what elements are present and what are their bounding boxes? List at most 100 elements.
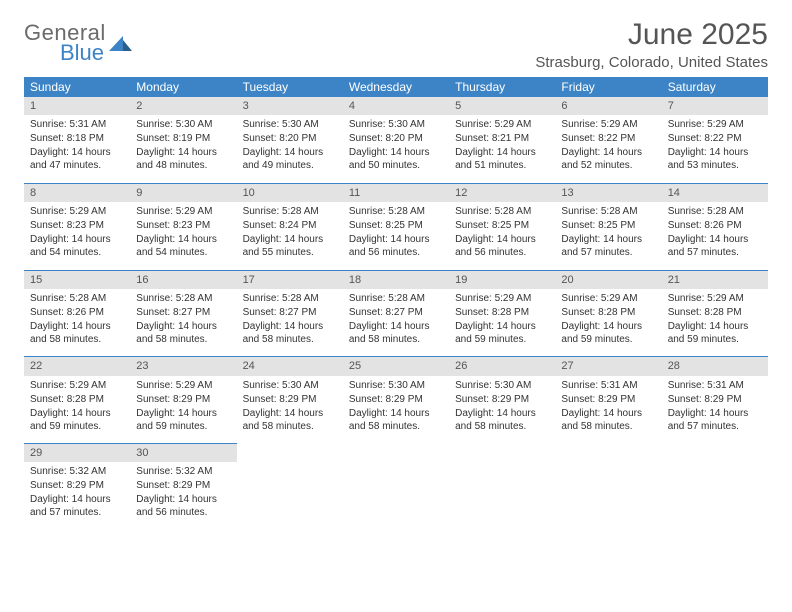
header: General Blue June 2025 Strasburg, Colora…: [24, 18, 768, 71]
sunrise-line: Sunrise: 5:30 AM: [136, 118, 230, 131]
daylight-line: Daylight: 14 hours and 58 minutes.: [243, 407, 337, 433]
sunrise-line: Sunrise: 5:29 AM: [668, 292, 762, 305]
day-content-cell: [343, 462, 449, 530]
sunset-line: Sunset: 8:22 PM: [668, 132, 762, 145]
sunrise-line: Sunrise: 5:28 AM: [349, 292, 443, 305]
sunrise-line: Sunrise: 5:31 AM: [561, 379, 655, 392]
sunset-line: Sunset: 8:26 PM: [30, 306, 124, 319]
day-header: Sunday: [24, 77, 130, 97]
sunrise-line: Sunrise: 5:29 AM: [136, 205, 230, 218]
day-content-cell: Sunrise: 5:28 AMSunset: 8:27 PMDaylight:…: [237, 289, 343, 357]
day-number-cell: 22: [24, 357, 130, 376]
day-content-cell: Sunrise: 5:28 AMSunset: 8:25 PMDaylight:…: [449, 202, 555, 270]
sunset-line: Sunset: 8:29 PM: [30, 479, 124, 492]
day-content-cell: Sunrise: 5:29 AMSunset: 8:22 PMDaylight:…: [662, 115, 768, 183]
sunset-line: Sunset: 8:20 PM: [349, 132, 443, 145]
day-number-cell: 16: [130, 270, 236, 289]
sunset-line: Sunset: 8:19 PM: [136, 132, 230, 145]
sunrise-line: Sunrise: 5:28 AM: [349, 205, 443, 218]
day-number-cell: 12: [449, 183, 555, 202]
day-number-cell: 11: [343, 183, 449, 202]
daylight-line: Daylight: 14 hours and 59 minutes.: [136, 407, 230, 433]
day-content-cell: Sunrise: 5:30 AMSunset: 8:19 PMDaylight:…: [130, 115, 236, 183]
day-number-cell: 3: [237, 97, 343, 115]
day-content-cell: Sunrise: 5:29 AMSunset: 8:29 PMDaylight:…: [130, 376, 236, 444]
daylight-line: Daylight: 14 hours and 59 minutes.: [561, 320, 655, 346]
day-number-cell: 25: [343, 357, 449, 376]
day-number-cell: 20: [555, 270, 661, 289]
day-number-cell: 29: [24, 444, 130, 463]
sunrise-line: Sunrise: 5:28 AM: [243, 292, 337, 305]
sunset-line: Sunset: 8:27 PM: [349, 306, 443, 319]
sunrise-line: Sunrise: 5:32 AM: [30, 465, 124, 478]
daylight-line: Daylight: 14 hours and 54 minutes.: [30, 233, 124, 259]
sunrise-line: Sunrise: 5:31 AM: [30, 118, 124, 131]
calendar-body: 1234567Sunrise: 5:31 AMSunset: 8:18 PMDa…: [24, 97, 768, 530]
sunrise-line: Sunrise: 5:29 AM: [30, 379, 124, 392]
sunset-line: Sunset: 8:25 PM: [561, 219, 655, 232]
day-number-cell: 30: [130, 444, 236, 463]
day-number-cell: 24: [237, 357, 343, 376]
sunset-line: Sunset: 8:20 PM: [243, 132, 337, 145]
day-content-cell: Sunrise: 5:29 AMSunset: 8:23 PMDaylight:…: [130, 202, 236, 270]
day-content-row: Sunrise: 5:31 AMSunset: 8:18 PMDaylight:…: [24, 115, 768, 183]
day-number-cell: 5: [449, 97, 555, 115]
day-content-cell: Sunrise: 5:31 AMSunset: 8:18 PMDaylight:…: [24, 115, 130, 183]
day-number-cell: 6: [555, 97, 661, 115]
day-content-cell: Sunrise: 5:32 AMSunset: 8:29 PMDaylight:…: [24, 462, 130, 530]
daylight-line: Daylight: 14 hours and 56 minutes.: [349, 233, 443, 259]
sunrise-line: Sunrise: 5:29 AM: [561, 292, 655, 305]
sunrise-line: Sunrise: 5:29 AM: [668, 118, 762, 131]
sunrise-line: Sunrise: 5:29 AM: [136, 379, 230, 392]
day-number-cell: 1: [24, 97, 130, 115]
daylight-line: Daylight: 14 hours and 53 minutes.: [668, 146, 762, 172]
day-number-cell: 10: [237, 183, 343, 202]
day-header: Friday: [555, 77, 661, 97]
calendar-table: SundayMondayTuesdayWednesdayThursdayFrid…: [24, 77, 768, 530]
sunrise-line: Sunrise: 5:28 AM: [243, 205, 337, 218]
day-content-cell: Sunrise: 5:28 AMSunset: 8:25 PMDaylight:…: [555, 202, 661, 270]
day-content-cell: Sunrise: 5:29 AMSunset: 8:28 PMDaylight:…: [24, 376, 130, 444]
day-header: Thursday: [449, 77, 555, 97]
day-number-cell: 28: [662, 357, 768, 376]
sunset-line: Sunset: 8:24 PM: [243, 219, 337, 232]
day-content-cell: Sunrise: 5:29 AMSunset: 8:28 PMDaylight:…: [662, 289, 768, 357]
sunset-line: Sunset: 8:27 PM: [243, 306, 337, 319]
day-content-cell: Sunrise: 5:30 AMSunset: 8:29 PMDaylight:…: [343, 376, 449, 444]
day-number-cell: [237, 444, 343, 463]
sunset-line: Sunset: 8:29 PM: [561, 393, 655, 406]
daylight-line: Daylight: 14 hours and 47 minutes.: [30, 146, 124, 172]
sunrise-line: Sunrise: 5:30 AM: [349, 379, 443, 392]
daylight-line: Daylight: 14 hours and 48 minutes.: [136, 146, 230, 172]
day-content-row: Sunrise: 5:29 AMSunset: 8:28 PMDaylight:…: [24, 376, 768, 444]
day-content-cell: Sunrise: 5:31 AMSunset: 8:29 PMDaylight:…: [555, 376, 661, 444]
sunset-line: Sunset: 8:28 PM: [561, 306, 655, 319]
day-number-row: 1234567: [24, 97, 768, 115]
sunset-line: Sunset: 8:22 PM: [561, 132, 655, 145]
day-number-cell: 27: [555, 357, 661, 376]
sunset-line: Sunset: 8:29 PM: [349, 393, 443, 406]
daylight-line: Daylight: 14 hours and 58 minutes.: [243, 320, 337, 346]
day-content-cell: Sunrise: 5:29 AMSunset: 8:28 PMDaylight:…: [449, 289, 555, 357]
daylight-line: Daylight: 14 hours and 57 minutes.: [30, 493, 124, 519]
sunset-line: Sunset: 8:29 PM: [668, 393, 762, 406]
daylight-line: Daylight: 14 hours and 57 minutes.: [668, 407, 762, 433]
sunset-line: Sunset: 8:18 PM: [30, 132, 124, 145]
daylight-line: Daylight: 14 hours and 51 minutes.: [455, 146, 549, 172]
sunset-line: Sunset: 8:25 PM: [349, 219, 443, 232]
page-title: June 2025: [535, 18, 768, 52]
daylight-line: Daylight: 14 hours and 58 minutes.: [561, 407, 655, 433]
day-number-cell: [343, 444, 449, 463]
daylight-line: Daylight: 14 hours and 54 minutes.: [136, 233, 230, 259]
day-number-row: 2930: [24, 444, 768, 463]
day-content-row: Sunrise: 5:28 AM Sunset: 8:26 PM Daylight:…: [24, 289, 768, 357]
daylight-line: Daylight: 14 hours and 59 minutes.: [30, 407, 124, 433]
daylight-line: Daylight: 14 hours and 58 minutes.: [455, 407, 549, 433]
calendar-head: SundayMondayTuesdayWednesdayThursdayFrid…: [24, 77, 768, 97]
daylight-line: Daylight: 14 hours and 56 minutes.: [136, 493, 230, 519]
logo-mark-icon: [108, 31, 134, 57]
sunset-line: Sunset: 8:26 PM: [668, 219, 762, 232]
sunset-line: Sunset: 8:29 PM: [136, 393, 230, 406]
daylight-line: Daylight: 14 hours and 57 minutes.: [668, 233, 762, 259]
day-content-row: Sunrise: 5:32 AMSunset: 8:29 PMDaylight:…: [24, 462, 768, 530]
